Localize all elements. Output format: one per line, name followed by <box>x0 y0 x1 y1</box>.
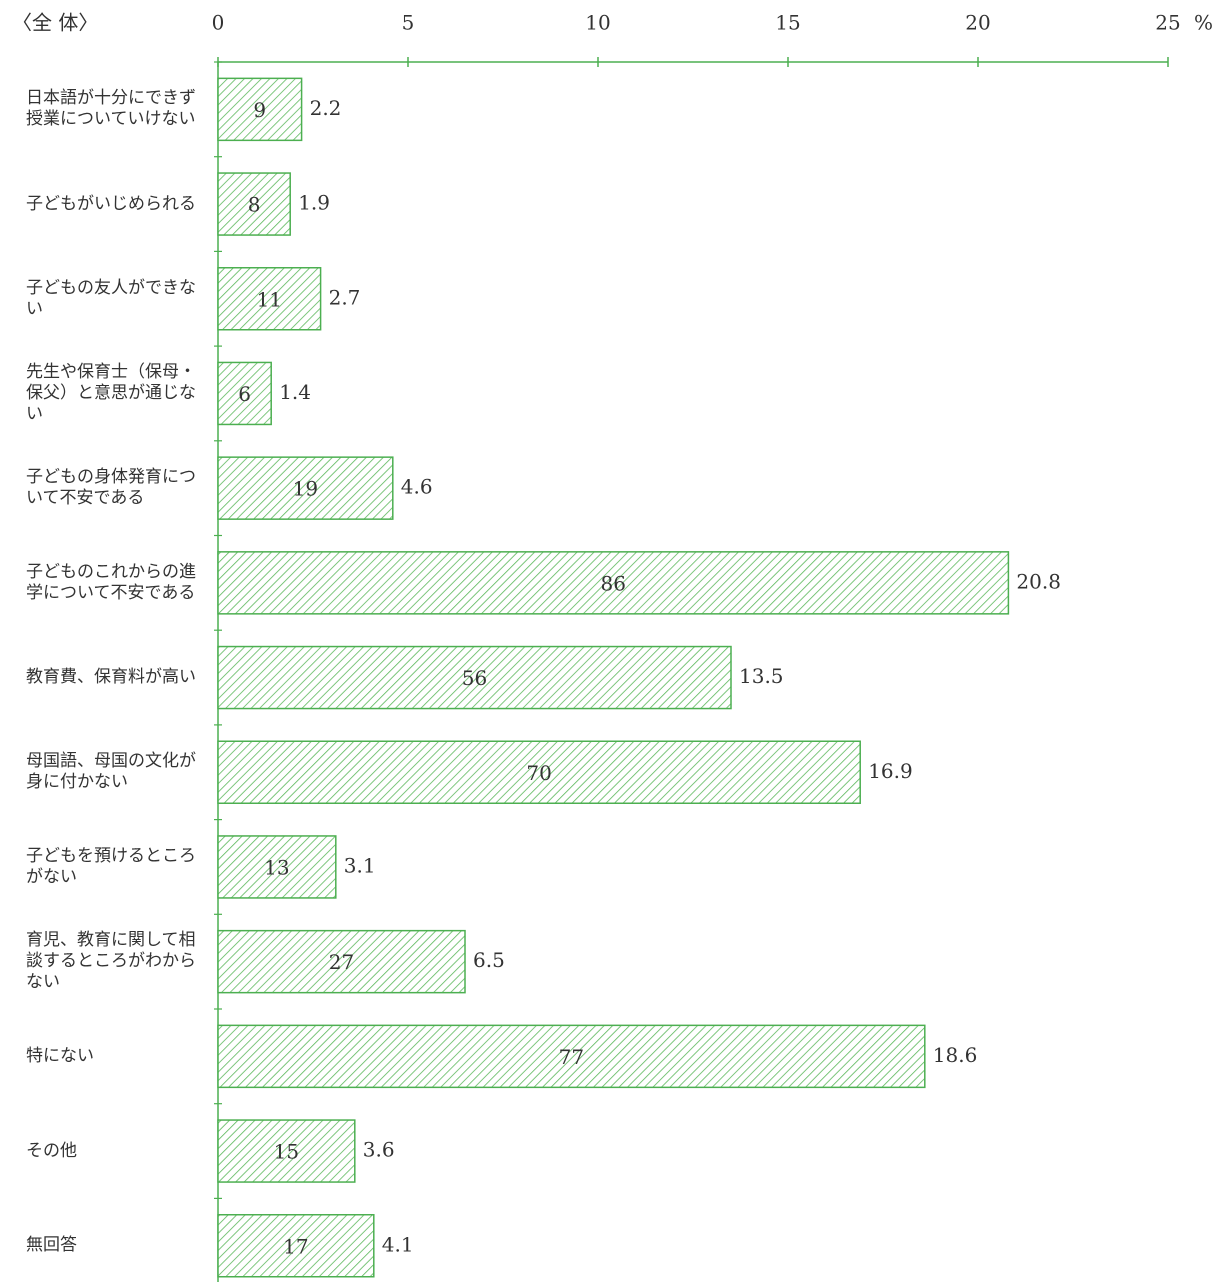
count-label: 9 <box>253 98 266 122</box>
bar <box>217 361 272 426</box>
category-label: 子どもの友人ができない <box>26 277 196 319</box>
x-tick-label: 0 <box>212 11 225 35</box>
value-label: 4.6 <box>401 475 433 499</box>
count-label: 56 <box>462 666 487 690</box>
x-tick-label: 10 <box>585 11 610 35</box>
category-label: 子どもの身体発育について不安である <box>26 467 196 509</box>
category-label: 育児、教育に関して相談するところがわからない <box>26 930 196 993</box>
bar <box>217 1119 356 1183</box>
x-tick-label: 20 <box>965 11 990 35</box>
bar <box>217 835 337 899</box>
bar <box>217 551 1010 615</box>
count-label: 15 <box>274 1140 299 1164</box>
value-label: 4.1 <box>382 1232 414 1256</box>
value-label: 1.9 <box>298 191 330 215</box>
value-label: 3.6 <box>363 1138 395 1162</box>
category-label: 子どものこれからの進学について不安である <box>26 561 196 603</box>
x-tick-label: 15 <box>775 11 800 35</box>
bar <box>217 1024 926 1089</box>
chart-title: 〈全 体〉 <box>12 11 98 35</box>
bar <box>217 267 322 331</box>
value-label: 2.7 <box>329 285 361 309</box>
count-label: 77 <box>559 1045 584 1069</box>
category-label: 日本語が十分にできず授業についていけない <box>26 88 196 130</box>
category-label: 子どもがいじめられる <box>26 193 196 214</box>
bar <box>217 929 466 994</box>
count-label: 8 <box>248 193 261 217</box>
value-label: 20.8 <box>1016 569 1061 593</box>
x-tick-label: 25 <box>1155 11 1180 35</box>
category-label: 特にない <box>26 1045 94 1066</box>
bar <box>217 77 303 142</box>
count-label: 27 <box>329 950 354 974</box>
category-label: 先生や保育士（保母・保父）と意思が通じない <box>26 361 196 424</box>
category-label: その他 <box>26 1140 77 1161</box>
bar <box>217 645 732 710</box>
x-unit: % <box>1194 11 1213 35</box>
count-label: 13 <box>264 855 289 879</box>
value-label: 18.6 <box>933 1043 978 1067</box>
category-label: 無回答 <box>26 1235 77 1256</box>
x-tick-label: 5 <box>402 11 415 35</box>
count-label: 19 <box>293 477 318 501</box>
bar <box>217 172 291 236</box>
value-label: 3.1 <box>344 853 376 877</box>
value-label: 16.9 <box>868 759 913 783</box>
value-label: 1.4 <box>279 380 311 404</box>
category-label: 教育費、保育料が高い <box>26 667 196 688</box>
category-label: 母国語、母国の文化が身に付かない <box>26 751 196 793</box>
count-label: 86 <box>600 571 625 595</box>
bar <box>217 740 861 804</box>
value-label: 6.5 <box>473 948 505 972</box>
count-label: 6 <box>238 382 251 406</box>
count-label: 70 <box>526 761 551 785</box>
count-label: 11 <box>257 287 282 311</box>
bar <box>217 1214 375 1278</box>
category-label: 子どもを預けるところがない <box>26 845 196 887</box>
value-label: 13.5 <box>739 664 784 688</box>
count-label: 17 <box>283 1234 308 1258</box>
value-label: 2.2 <box>310 96 342 120</box>
bar <box>217 456 394 520</box>
